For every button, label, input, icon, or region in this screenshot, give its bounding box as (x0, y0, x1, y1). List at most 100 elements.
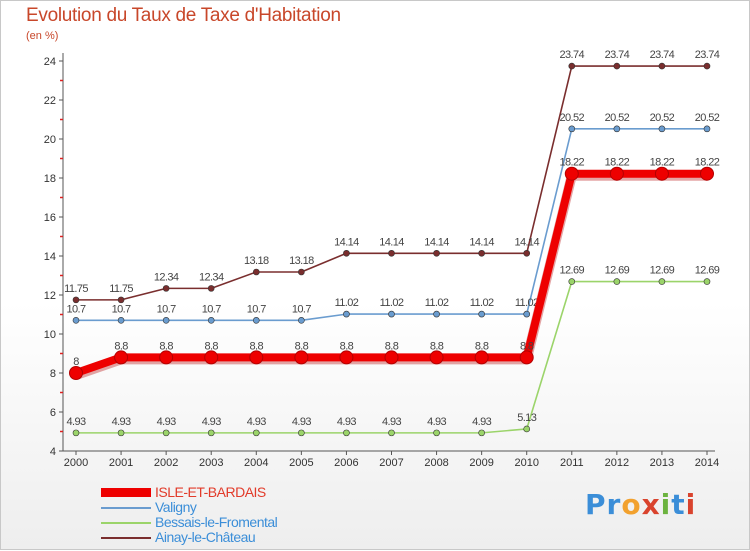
x-tick-label: 2009 (469, 457, 493, 469)
data-point-ainay-le-ch-teau (658, 62, 666, 70)
data-point-valigny (72, 317, 80, 324)
data-label-ainay-le-ch-teau: 11.75 (64, 283, 88, 295)
data-label-isle-et-bardais: 18.22 (650, 157, 675, 169)
y-tick-label: 20 (44, 134, 56, 146)
data-label-isle-et-bardais: 8.8 (159, 340, 173, 352)
data-point-isle-et-bardais (204, 350, 219, 365)
data-label-valigny: 11.02 (335, 297, 359, 309)
data-point-ainay-le-ch-teau (613, 62, 621, 70)
data-point-isle-et-bardais (429, 350, 444, 365)
data-label-ainay-le-ch-teau: 23.74 (605, 49, 630, 61)
logo-letter: t (671, 488, 686, 521)
x-tick-label: 2011 (560, 457, 584, 469)
legend-swatch (101, 537, 151, 539)
data-label-isle-et-bardais: 8.8 (430, 340, 444, 352)
data-label-valigny: 11.02 (380, 297, 404, 309)
data-label-valigny: 11.02 (470, 297, 494, 309)
data-point-valigny (478, 310, 485, 318)
data-point-isle-et-bardais (384, 350, 399, 365)
data-label-bessais-le-fromental: 12.69 (650, 265, 675, 277)
x-tick-label: 2001 (109, 457, 133, 469)
data-point-ainay-le-ch-teau (523, 249, 531, 257)
data-point-isle-et-bardais (114, 350, 129, 365)
data-point-ainay-le-ch-teau (568, 62, 576, 70)
data-label-bessais-le-fromental: 4.93 (247, 416, 266, 428)
data-label-bessais-le-fromental: 4.93 (427, 416, 446, 428)
x-tick-label: 2002 (154, 457, 178, 469)
data-point-bessais-le-fromental (117, 429, 125, 437)
data-point-bessais-le-fromental (207, 429, 215, 437)
data-point-isle-et-bardais (69, 366, 83, 380)
data-point-bessais-le-fromental (613, 278, 621, 285)
data-point-isle-et-bardais (519, 350, 534, 365)
data-point-ainay-le-ch-teau (252, 268, 260, 276)
data-label-valigny: 20.52 (605, 112, 630, 124)
data-label-isle-et-bardais: 8 (73, 356, 79, 368)
data-point-valigny (658, 125, 666, 133)
y-tick-label: 12 (44, 290, 56, 302)
logo-letter: o (621, 488, 642, 521)
logo-letter: x (641, 488, 661, 521)
data-label-isle-et-bardais: 8.8 (340, 340, 354, 352)
data-point-ainay-le-ch-teau (207, 285, 215, 292)
data-point-ainay-le-ch-teau (703, 62, 711, 70)
data-label-valigny: 10.7 (66, 303, 85, 315)
data-label-valigny: 11.02 (515, 297, 539, 309)
data-label-ainay-le-ch-teau: 12.34 (154, 271, 179, 283)
data-point-bessais-le-fromental (162, 429, 170, 437)
data-label-ainay-le-ch-teau: 23.74 (560, 49, 585, 61)
data-label-ainay-le-ch-teau: 13.18 (289, 255, 314, 267)
data-point-bessais-le-fromental (433, 429, 440, 437)
data-point-valigny (117, 317, 125, 324)
data-label-bessais-le-fromental: 4.93 (66, 416, 85, 428)
data-label-valigny: 10.7 (157, 303, 176, 315)
x-tick-label: 2013 (650, 457, 674, 469)
data-label-isle-et-bardais: 8.8 (204, 340, 218, 352)
data-point-isle-et-bardais (609, 166, 624, 181)
legend-label: Bessais-le-Fromental (155, 514, 278, 530)
data-label-ainay-le-ch-teau: 12.34 (199, 271, 224, 283)
data-label-isle-et-bardais: 8.8 (250, 340, 264, 352)
data-label-ainay-le-ch-teau: 23.74 (695, 49, 720, 61)
x-tick-label: 2006 (334, 457, 358, 469)
legend-label: ISLE-ET-BARDAIS (155, 484, 266, 500)
data-point-isle-et-bardais (474, 350, 489, 365)
data-label-ainay-le-ch-teau: 13.18 (244, 255, 269, 267)
logo-letter: i (660, 488, 672, 521)
data-label-bessais-le-fromental: 4.93 (292, 416, 311, 428)
data-label-bessais-le-fromental: 12.69 (695, 265, 720, 277)
x-tick-label: 2008 (424, 457, 448, 469)
data-point-ainay-le-ch-teau (433, 249, 440, 257)
chart-title: Evolution du Taux de Taxe d'Habitation (26, 5, 341, 26)
data-label-bessais-le-fromental: 12.69 (605, 265, 630, 277)
y-tick-label: 16 (44, 212, 56, 224)
data-point-bessais-le-fromental (478, 429, 485, 437)
data-point-valigny (568, 125, 576, 133)
data-point-bessais-le-fromental (72, 429, 80, 437)
logo-letter: P (585, 488, 607, 521)
data-label-bessais-le-fromental: 4.93 (202, 416, 221, 428)
logo-letter: i (685, 488, 697, 521)
data-label-isle-et-bardais: 8.8 (114, 340, 128, 352)
data-point-bessais-le-fromental (658, 278, 666, 285)
data-label-isle-et-bardais: 8.8 (520, 340, 534, 352)
data-point-ainay-le-ch-teau (343, 249, 350, 257)
data-label-valigny: 10.7 (292, 303, 311, 315)
x-tick-label: 2005 (289, 457, 313, 469)
data-label-isle-et-bardais: 18.22 (695, 157, 720, 169)
data-label-valigny: 20.52 (695, 112, 720, 124)
y-tick-label: 24 (44, 56, 56, 68)
y-tick-label: 22 (44, 95, 56, 107)
x-tick-label: 2010 (514, 457, 538, 469)
data-label-ainay-le-ch-teau: 23.74 (650, 49, 675, 61)
data-point-isle-et-bardais (339, 350, 354, 365)
legend-label: Valigny (155, 499, 197, 515)
data-point-isle-et-bardais (249, 350, 264, 365)
data-label-valigny: 10.7 (112, 303, 131, 315)
data-point-valigny (298, 317, 305, 324)
data-label-ainay-le-ch-teau: 14.14 (469, 236, 494, 248)
data-label-isle-et-bardais: 8.8 (385, 340, 399, 352)
y-tick-label: 4 (50, 446, 56, 458)
